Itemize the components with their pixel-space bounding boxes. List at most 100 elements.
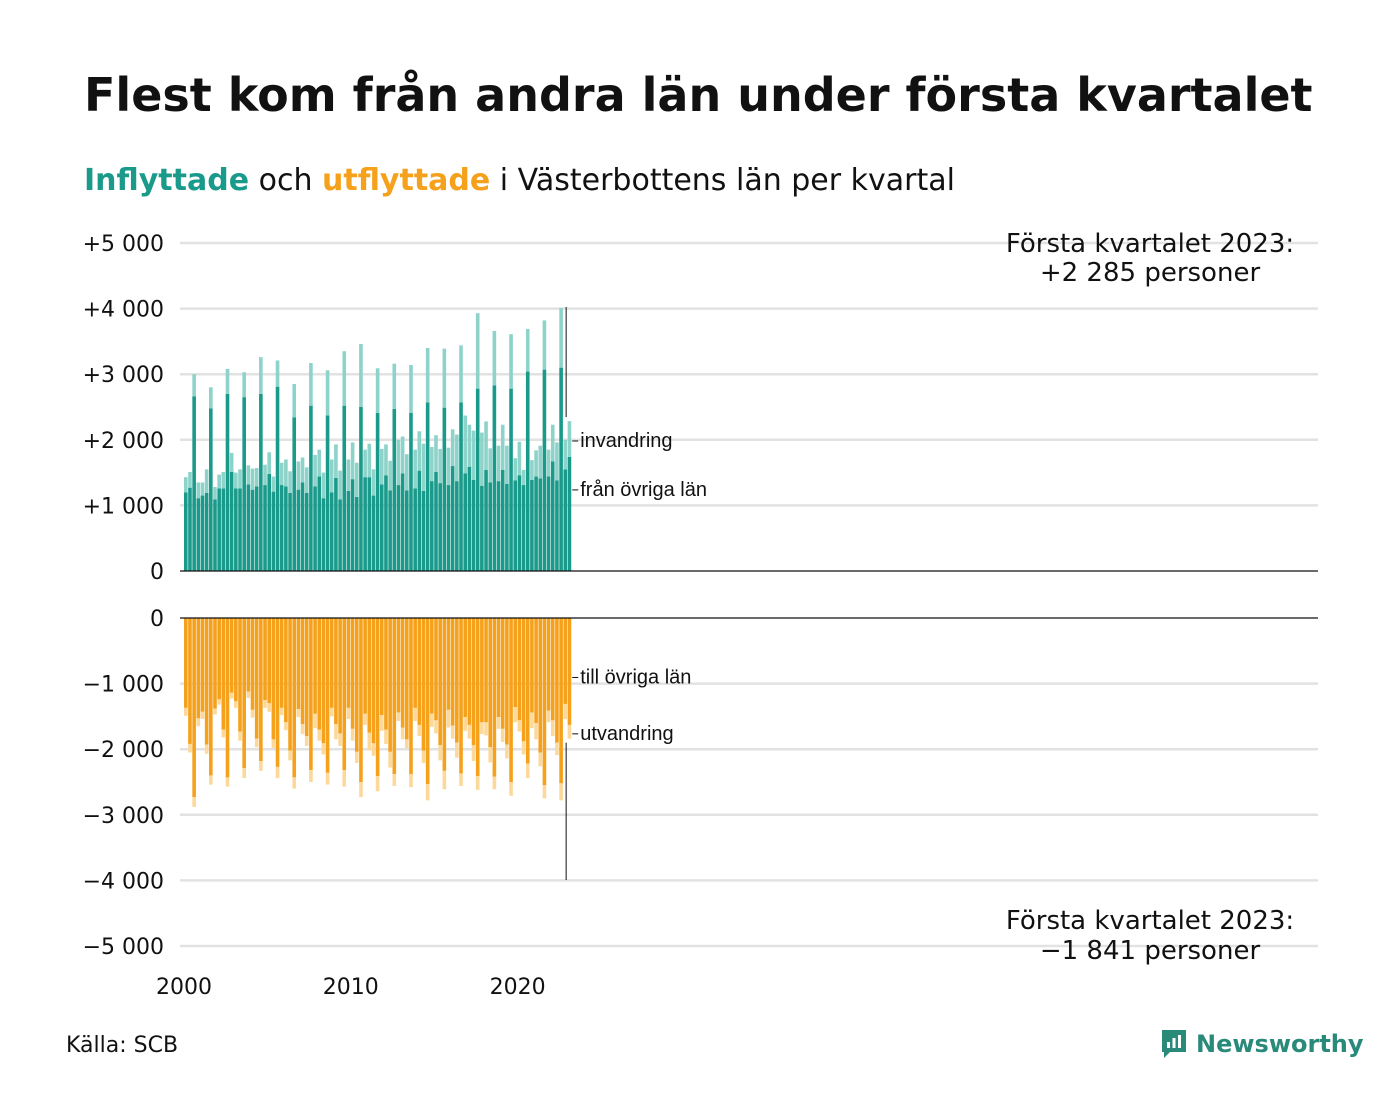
bar-emigration (217, 699, 221, 705)
bar-outflow-domestic (334, 618, 338, 725)
y-tick-label: +5 000 (83, 232, 164, 257)
bar-emigration (309, 770, 313, 782)
bar-inflow-domestic (209, 408, 213, 571)
bar-emigration (204, 744, 209, 754)
bar-immigration (484, 421, 488, 470)
bar-outflow-domestic (196, 618, 201, 719)
bar-immigration (550, 424, 555, 462)
bar-inflow-domestic (217, 488, 221, 571)
bar-inflow-domestic (525, 371, 530, 571)
bar-outflow-domestic (267, 618, 271, 704)
bar-emigration (325, 772, 330, 785)
bar-emigration (213, 708, 217, 715)
bar-emigration (400, 727, 405, 740)
newsworthy-logo[interactable]: Newsworthy (1160, 1028, 1364, 1060)
bar-emigration (484, 722, 488, 736)
bar-inflow-domestic (546, 476, 551, 571)
bar-outflow-domestic (359, 618, 363, 782)
bar-emigration (546, 710, 551, 723)
bar-emigration (338, 733, 342, 746)
bar-inflow-domestic (259, 393, 263, 571)
bar-emigration (242, 768, 246, 779)
bar-inflow-domestic (334, 477, 338, 571)
bar-inflow-domestic (238, 488, 242, 571)
bar-outflow-domestic (505, 618, 509, 745)
bar-inflow-domestic (200, 495, 205, 571)
subtitle-och: och (249, 163, 322, 198)
bar-immigration (296, 461, 301, 490)
bar-emigration (225, 777, 230, 787)
bar-outflow-domestic (263, 618, 267, 700)
bar-emigration (275, 766, 280, 779)
bar-inflow-domestic (434, 471, 438, 571)
bar-immigration (371, 469, 376, 496)
bar-emigration (334, 724, 338, 740)
bar-inflow-domestic (188, 487, 192, 571)
bar-outflow-domestic (421, 618, 426, 751)
y-tick-label: +3 000 (83, 363, 164, 388)
logo-text: Newsworthy (1196, 1030, 1364, 1058)
bar-immigration (288, 471, 292, 493)
y-tick-label: +4 000 (83, 298, 164, 323)
bar-emigration (304, 736, 309, 746)
y-tick-label: +2 000 (83, 429, 164, 454)
bar-outflow-domestic (446, 618, 451, 710)
bar-emigration (271, 739, 276, 748)
bar-immigration (496, 445, 501, 482)
bar-emigration (409, 774, 413, 788)
bar-immigration (279, 462, 284, 486)
bar-outflow-domestic (238, 618, 242, 732)
bar-inflow-domestic (304, 492, 309, 571)
bar-emigration (517, 720, 522, 732)
bar-immigration (329, 459, 334, 493)
bar-emigration (475, 776, 480, 790)
y-tick-label: −4 000 (83, 869, 164, 894)
bar-immigration (196, 482, 201, 499)
bar-inflow-domestic (300, 482, 305, 571)
bar-outflow-domestic (413, 618, 417, 708)
bar-immigration (534, 450, 538, 477)
bar-immigration (430, 447, 434, 482)
bar-inflow-domestic (555, 480, 559, 571)
bar-emigration (488, 747, 493, 763)
bar-inflow-domestic (450, 466, 455, 571)
bar-inflow-domestic (509, 388, 513, 571)
bar-outflow-domestic (567, 618, 572, 725)
bar-emigration (467, 724, 472, 739)
bar-immigration (363, 449, 367, 478)
bar-inflow-domestic (513, 480, 518, 571)
bar-inflow-domestic (317, 476, 322, 571)
bar-emigration (321, 743, 326, 755)
series-label: till övriga län (580, 666, 691, 688)
bar-inflow-domestic (279, 485, 284, 571)
bar-outflow-domestic (204, 618, 209, 745)
bar-inflow-domestic (550, 461, 555, 571)
bar-inflow-domestic (425, 402, 430, 571)
bar-inflow-domestic (517, 475, 522, 571)
bar-inflow-domestic (480, 485, 484, 571)
bar-inflow-domestic (409, 412, 413, 571)
bar-immigration (184, 477, 188, 493)
bar-immigration (338, 470, 342, 500)
bar-immigration (446, 447, 451, 486)
bar-inflow-domestic (346, 490, 351, 571)
bar-inflow-domestic (350, 479, 355, 571)
bar-emigration (313, 713, 317, 729)
bar-emigration (534, 722, 538, 740)
bar-outflow-domestic (400, 618, 405, 728)
bar-outflow-domestic (438, 618, 442, 746)
bar-outflow-domestic (234, 618, 238, 702)
bar-outflow-domestic (488, 618, 493, 748)
bar-emigration (184, 707, 188, 716)
bar-outflow-domestic (392, 618, 397, 775)
bar-outflow-domestic (459, 618, 463, 774)
bar-immigration (405, 454, 409, 491)
bar-inflow-domestic (288, 492, 292, 571)
x-tick-label: 2020 (490, 975, 546, 1000)
bar-outflow-domestic (409, 618, 413, 775)
bar-inflow-domestic (446, 485, 451, 571)
bar-immigration (229, 452, 234, 472)
bar-emigration (438, 745, 442, 761)
bar-inflow-domestic (213, 499, 217, 571)
bar-inflow-domestic (284, 486, 288, 571)
